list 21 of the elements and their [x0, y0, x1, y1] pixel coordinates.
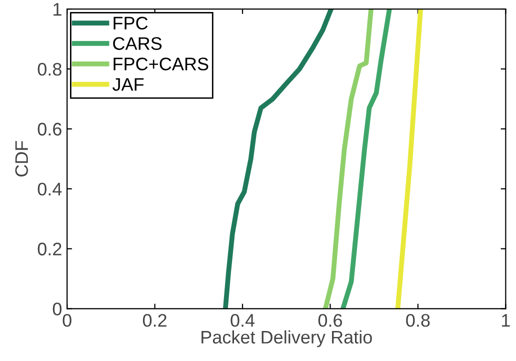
- y-tick-label: 1: [54, 3, 62, 16]
- y-tick-label: 0.4: [38, 182, 62, 196]
- legend-label: CARS: [113, 37, 162, 50]
- line-series: [222, 9, 334, 309]
- line-series: [322, 9, 374, 309]
- x-tick-label: 0: [62, 314, 72, 327]
- x-tick-label: 0.6: [318, 314, 342, 327]
- y-tick-label: 0.6: [38, 122, 62, 136]
- x-tick-label: 0.4: [230, 314, 255, 327]
- y-tick-label: 0.8: [38, 62, 62, 76]
- legend-label: JAF: [112, 78, 144, 91]
- x-axis-title: Packet Delivery Ratio: [202, 330, 372, 348]
- x-tick-label: 0.2: [142, 314, 166, 327]
- x-tick-label: 0.8: [406, 314, 430, 327]
- x-tick-label: 1: [502, 314, 510, 327]
- y-tick-label: 0.2: [38, 242, 62, 256]
- line-series: [340, 9, 392, 309]
- y-axis-title: CDF: [15, 141, 28, 176]
- legend-label: FPC: [114, 16, 148, 30]
- y-tick-label: 0: [52, 302, 62, 316]
- legend-label: FPC+CARS: [114, 58, 208, 70]
